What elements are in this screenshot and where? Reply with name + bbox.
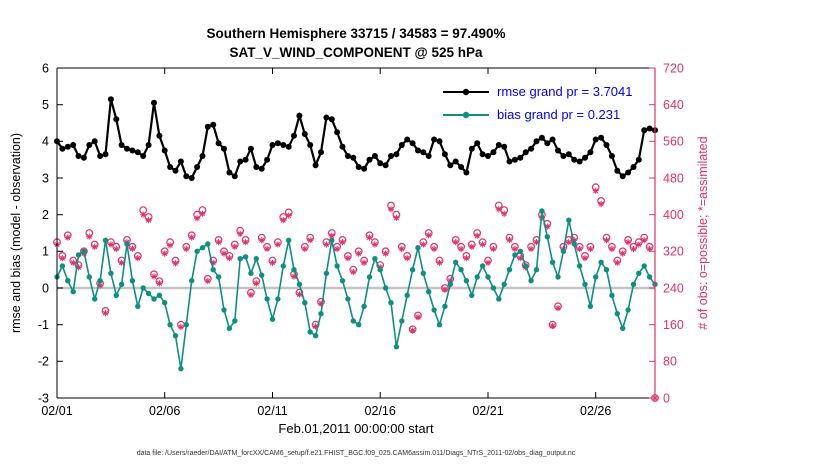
legend: rmse grand pr = 3.7041 bias grand pr = 0… (441, 80, 633, 126)
svg-text:4: 4 (42, 135, 49, 149)
svg-text:720: 720 (663, 61, 684, 75)
y-axis-label-right: # of obs: o=possible; *=assimilated (696, 136, 710, 330)
legend-swatch-rmse-icon (443, 88, 489, 95)
legend-item-bias: bias grand pr = 0.231 (441, 103, 633, 126)
svg-text:-2: -2 (38, 355, 49, 369)
legend-swatch-bias-icon (443, 111, 489, 118)
data-file-caption: data file: /Users/raeder/DAI/ATM_forcXX/… (136, 450, 576, 457)
right-axis-ticks: 0 80 160 240 320 400 480 560 640 720 (649, 61, 684, 405)
bias-series (54, 208, 658, 372)
plot-box (56, 67, 656, 399)
y-axis-label-left: rmse and bias (model - observation) (9, 132, 23, 334)
left-axis-ticks: -3 -2 -1 0 1 2 3 4 5 6 (38, 61, 63, 405)
svg-text:02/01: 02/01 (41, 404, 72, 418)
svg-text:02/11: 02/11 (257, 404, 287, 418)
svg-text:-1: -1 (38, 318, 49, 332)
svg-text:560: 560 (663, 135, 684, 149)
svg-text:0: 0 (42, 281, 49, 295)
legend-label-bias: bias grand pr = 0.231 (497, 107, 621, 122)
svg-text:480: 480 (663, 171, 684, 185)
svg-text:2: 2 (42, 208, 49, 222)
legend-label-rmse: rmse grand pr = 3.7041 (497, 84, 633, 99)
svg-text:160: 160 (663, 318, 684, 332)
svg-text:80: 80 (663, 355, 677, 369)
svg-text:02/16: 02/16 (365, 404, 396, 418)
svg-text:0: 0 (663, 391, 670, 405)
svg-text:6: 6 (42, 61, 49, 75)
x-axis-label: Feb.01,2011 00:00:00 start (278, 421, 434, 436)
chart-subtitle: SAT_V_WIND_COMPONENT @ 525 hPa (229, 45, 483, 60)
svg-text:5: 5 (42, 98, 49, 112)
legend-item-rmse: rmse grand pr = 3.7041 (441, 80, 633, 103)
svg-text:640: 640 (663, 98, 684, 112)
rmse-series (54, 96, 658, 181)
svg-text:02/06: 02/06 (149, 404, 180, 418)
svg-text:-3: -3 (38, 391, 49, 405)
chart-title: Southern Hemisphere 33715 / 34583 = 97.4… (206, 26, 506, 41)
svg-text:240: 240 (663, 281, 684, 295)
svg-text:02/26: 02/26 (580, 404, 611, 418)
x-axis-ticks: 02/01 02/06 02/11 02/16 02/21 02/26 (41, 68, 611, 418)
svg-text:3: 3 (42, 171, 49, 185)
svg-text:320: 320 (663, 245, 684, 259)
svg-text:1: 1 (42, 245, 49, 259)
svg-text:02/21: 02/21 (472, 404, 503, 418)
svg-text:400: 400 (663, 208, 684, 222)
